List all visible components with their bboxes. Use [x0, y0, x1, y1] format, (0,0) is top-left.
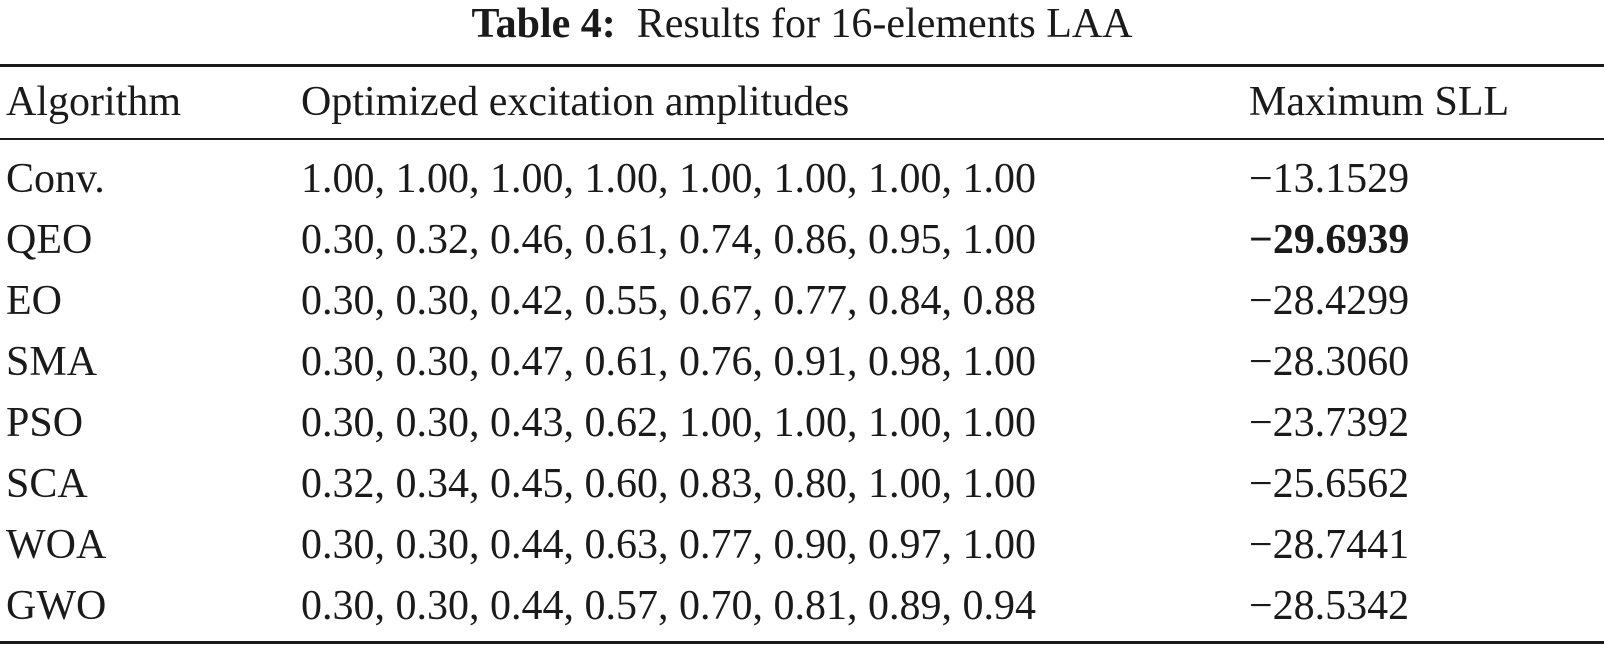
- sll-cell: −28.7441: [1249, 522, 1410, 568]
- sll-cell-best: −29.6939: [1249, 217, 1410, 263]
- header-sll: Maximum SLL: [1249, 79, 1510, 125]
- table-row: WOA 0.30, 0.30, 0.44, 0.63, 0.77, 0.90, …: [0, 515, 1604, 575]
- sll-cell: −28.5342: [1249, 583, 1410, 629]
- table-row: QEO 0.30, 0.32, 0.46, 0.61, 0.74, 0.86, …: [0, 210, 1604, 270]
- table-row: SCA 0.32, 0.34, 0.45, 0.60, 0.83, 0.80, …: [0, 454, 1604, 514]
- sll-cell: −28.3060: [1249, 339, 1410, 385]
- caption-label: Table 4:: [471, 1, 616, 47]
- header-rule: [0, 138, 1604, 140]
- header-amplitudes: Optimized excitation amplitudes: [301, 79, 850, 125]
- sll-cell: −23.7392: [1249, 400, 1410, 446]
- amplitudes-cell: 0.30, 0.30, 0.44, 0.57, 0.70, 0.81, 0.89…: [301, 583, 1036, 629]
- bottom-rule: [0, 641, 1604, 644]
- amplitudes-cell: 0.30, 0.32, 0.46, 0.61, 0.74, 0.86, 0.95…: [301, 217, 1036, 263]
- caption-text: Results for 16-elements LAA: [636, 1, 1133, 47]
- amplitudes-cell: 1.00, 1.00, 1.00, 1.00, 1.00, 1.00, 1.00…: [301, 156, 1036, 202]
- table-row: Conv. 1.00, 1.00, 1.00, 1.00, 1.00, 1.00…: [0, 149, 1604, 209]
- algorithm-cell: WOA: [6, 522, 107, 568]
- algorithm-cell: PSO: [6, 400, 84, 446]
- amplitudes-cell: 0.30, 0.30, 0.42, 0.55, 0.67, 0.77, 0.84…: [301, 278, 1036, 324]
- table-row: GWO 0.30, 0.30, 0.44, 0.57, 0.70, 0.81, …: [0, 576, 1604, 636]
- table-row: PSO 0.30, 0.30, 0.43, 0.62, 1.00, 1.00, …: [0, 393, 1604, 453]
- sll-cell: −25.6562: [1249, 461, 1410, 507]
- algorithm-cell: Conv.: [6, 156, 105, 202]
- sll-cell: −28.4299: [1249, 278, 1410, 324]
- amplitudes-cell: 0.32, 0.34, 0.45, 0.60, 0.83, 0.80, 1.00…: [301, 461, 1036, 507]
- algorithm-cell: QEO: [6, 217, 93, 263]
- top-rule: [0, 64, 1604, 67]
- table-row: SMA 0.30, 0.30, 0.47, 0.61, 0.76, 0.91, …: [0, 332, 1604, 392]
- algorithm-cell: SCA: [6, 461, 88, 507]
- algorithm-cell: SMA: [6, 339, 98, 385]
- amplitudes-cell: 0.30, 0.30, 0.43, 0.62, 1.00, 1.00, 1.00…: [301, 400, 1036, 446]
- header-row: Algorithm Optimized excitation amplitude…: [0, 72, 1604, 132]
- table-caption: Table 4: Results for 16-elements LAA: [0, 0, 1604, 48]
- header-algorithm: Algorithm: [6, 79, 181, 125]
- amplitudes-cell: 0.30, 0.30, 0.47, 0.61, 0.76, 0.91, 0.98…: [301, 339, 1036, 385]
- sll-cell: −13.1529: [1249, 156, 1410, 202]
- algorithm-cell: GWO: [6, 583, 107, 629]
- table-row: EO 0.30, 0.30, 0.42, 0.55, 0.67, 0.77, 0…: [0, 271, 1604, 331]
- algorithm-cell: EO: [6, 278, 62, 324]
- amplitudes-cell: 0.30, 0.30, 0.44, 0.63, 0.77, 0.90, 0.97…: [301, 522, 1036, 568]
